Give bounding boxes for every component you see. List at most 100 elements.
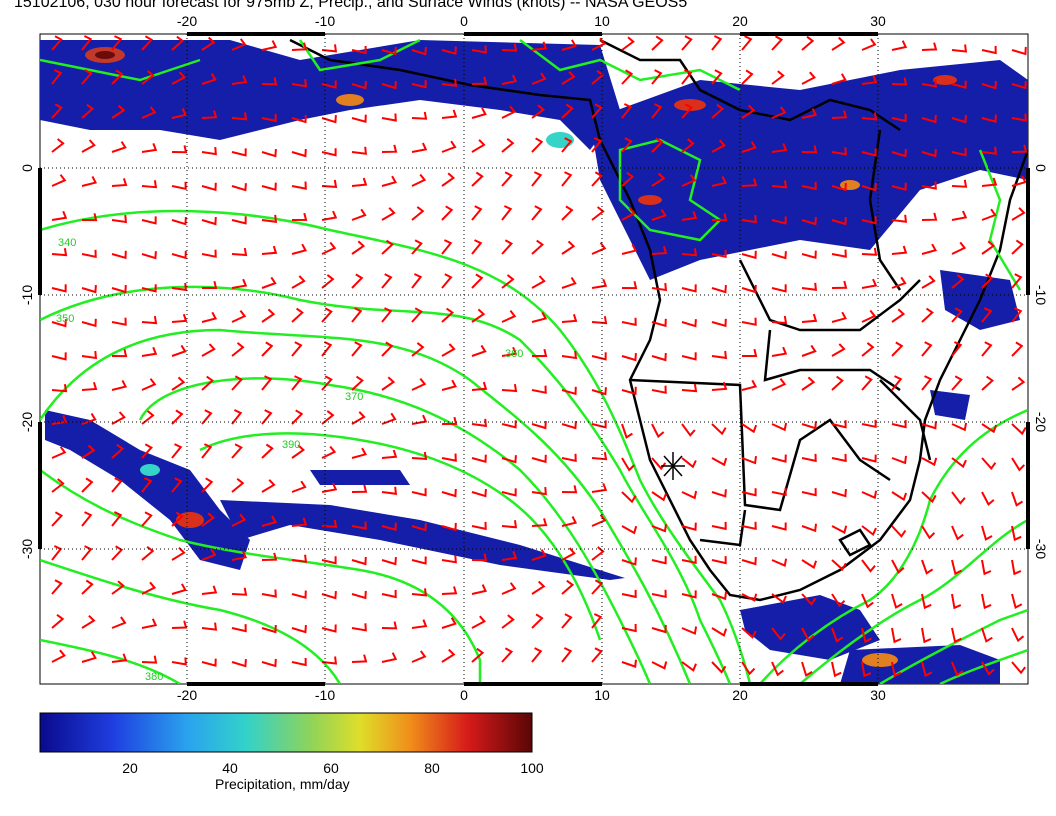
wind-barb bbox=[891, 276, 907, 289]
wind-barb bbox=[531, 41, 548, 51]
wind-barb bbox=[291, 212, 308, 221]
wind-barb bbox=[81, 35, 93, 51]
wind-barb bbox=[531, 171, 543, 187]
wind-barb bbox=[171, 145, 188, 154]
wind-barb bbox=[441, 586, 458, 595]
wind-barb bbox=[1011, 559, 1022, 576]
wind-barb bbox=[411, 488, 427, 497]
station-star-icon bbox=[661, 452, 685, 480]
wind-barb bbox=[501, 582, 517, 595]
wind-barb bbox=[201, 36, 216, 51]
wind-barb bbox=[501, 171, 513, 187]
wind-barb bbox=[171, 35, 185, 51]
wind-barb bbox=[681, 590, 697, 599]
wind-barb bbox=[561, 350, 578, 360]
wind-barb bbox=[591, 206, 605, 221]
wind-barb bbox=[351, 447, 367, 459]
wind-barb bbox=[171, 409, 184, 425]
wind-barb bbox=[981, 457, 997, 470]
wind-barb bbox=[291, 42, 308, 51]
lon-tick-top: 20 bbox=[732, 13, 748, 29]
lon-tick-bottom: 0 bbox=[460, 687, 468, 703]
wind-barb bbox=[891, 182, 907, 191]
wind-barb bbox=[201, 585, 218, 595]
wind-barb bbox=[411, 206, 425, 221]
wind-barb bbox=[891, 491, 908, 502]
wind-barb bbox=[801, 523, 817, 533]
contour-label: 390 bbox=[282, 439, 300, 451]
wind-barb bbox=[261, 658, 277, 668]
wind-barb bbox=[51, 138, 65, 153]
wind-barb bbox=[441, 488, 457, 498]
wind-barb bbox=[981, 341, 993, 357]
wind-barb bbox=[891, 627, 902, 644]
wind-barb bbox=[861, 216, 877, 225]
wind-barb bbox=[741, 627, 757, 639]
wind-barb bbox=[261, 341, 274, 357]
wind-barb bbox=[1011, 113, 1027, 122]
wind-barb bbox=[681, 284, 697, 293]
wind-barb bbox=[321, 210, 338, 221]
wind-barb bbox=[441, 109, 458, 119]
wind-barb bbox=[681, 555, 697, 565]
wind-barb bbox=[471, 107, 487, 119]
wind-barb bbox=[171, 376, 186, 391]
wind-barb bbox=[981, 375, 995, 391]
wind-barb bbox=[921, 212, 938, 221]
wind-barb bbox=[261, 276, 277, 289]
wind-barb bbox=[51, 284, 67, 293]
wind-barb bbox=[801, 661, 813, 677]
contour-label: 370 bbox=[345, 391, 363, 403]
wind-barb bbox=[201, 658, 217, 667]
wind-barb bbox=[771, 377, 787, 391]
lat-tick-left: 0 bbox=[19, 164, 35, 172]
wind-barb bbox=[51, 446, 67, 459]
wind-barb bbox=[651, 423, 665, 439]
wind-barb bbox=[231, 247, 248, 257]
wind-barb bbox=[321, 341, 333, 357]
wind-barb bbox=[531, 311, 548, 323]
wind-barb bbox=[381, 144, 398, 153]
wind-barb bbox=[291, 307, 304, 323]
wind-barb bbox=[711, 627, 728, 637]
wind-barb bbox=[51, 478, 65, 493]
wind-barb bbox=[51, 511, 64, 527]
lon-tick-top: 30 bbox=[870, 13, 886, 29]
wind-barb bbox=[471, 454, 487, 463]
wind-barb bbox=[741, 521, 757, 531]
wind-barb bbox=[981, 114, 997, 123]
wind-barb bbox=[201, 110, 218, 119]
wind-barb bbox=[501, 551, 518, 561]
wind-barb bbox=[531, 613, 544, 629]
wind-barb bbox=[321, 445, 337, 459]
wind-barb bbox=[381, 557, 397, 566]
wind-barb bbox=[351, 623, 367, 632]
wind-barb bbox=[351, 146, 368, 155]
wind-barb bbox=[591, 579, 604, 595]
wind-barb bbox=[321, 80, 337, 89]
wind-barb bbox=[111, 616, 127, 629]
wind-barb bbox=[261, 245, 278, 255]
wind-barb bbox=[651, 556, 667, 565]
wind-barb bbox=[621, 207, 636, 221]
wind-barb bbox=[501, 346, 518, 357]
lon-tick-bottom: 30 bbox=[870, 687, 886, 703]
wind-barb bbox=[891, 420, 907, 429]
wind-barb bbox=[351, 208, 367, 221]
wind-barb bbox=[501, 520, 518, 529]
wind-barb bbox=[321, 115, 337, 124]
wind-barb bbox=[231, 278, 248, 289]
wind-barb bbox=[291, 554, 308, 563]
wind-barb bbox=[561, 276, 577, 289]
wind-barb bbox=[981, 525, 993, 541]
wind-barb bbox=[861, 342, 875, 357]
wind-barb bbox=[981, 423, 998, 434]
wind-barb bbox=[801, 344, 817, 357]
lat-tick-right: -30 bbox=[1033, 539, 1049, 559]
wind-barb bbox=[171, 217, 187, 226]
wind-barb bbox=[861, 75, 878, 85]
wind-barb bbox=[231, 443, 243, 459]
wind-barb bbox=[861, 525, 877, 537]
wind-barb bbox=[351, 114, 367, 123]
wind-barb bbox=[681, 457, 697, 469]
